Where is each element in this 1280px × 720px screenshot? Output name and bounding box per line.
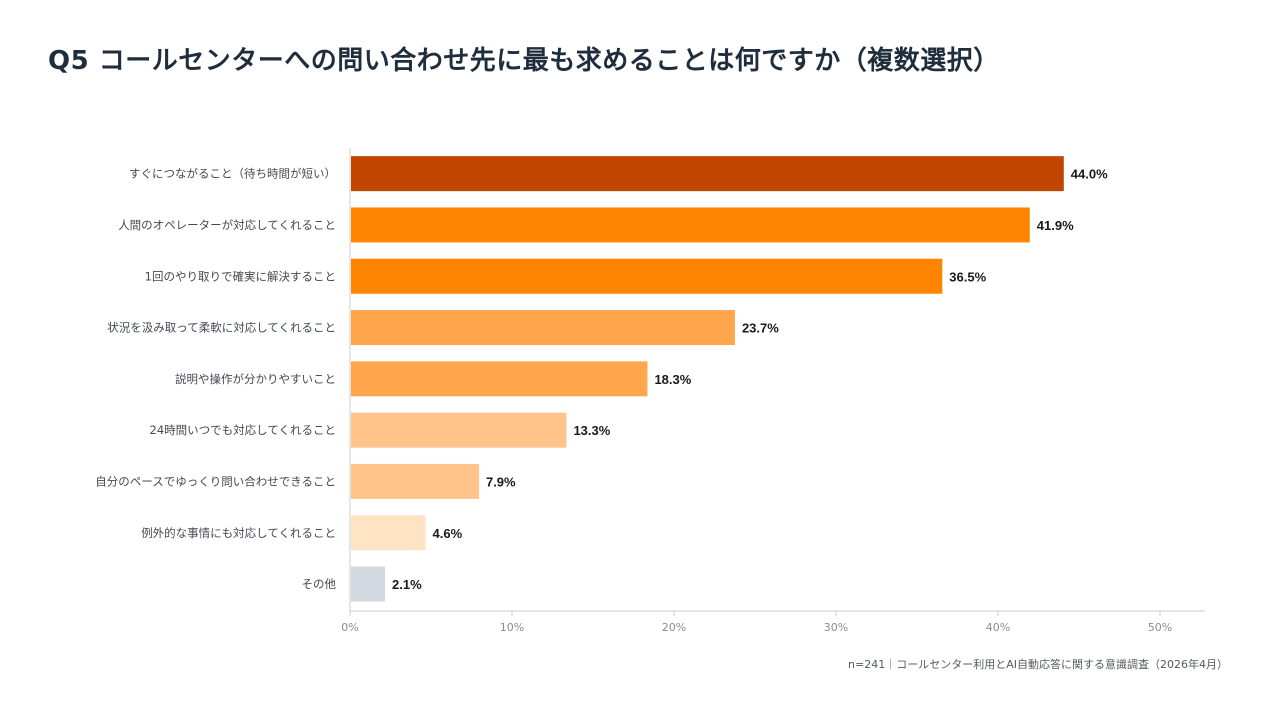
category-label: 例外的な事情にも対応してくれること: [141, 526, 336, 540]
survey-footnote: n=241｜コールセンター利用とAI自動応答に関する意識調査（2026年4月）: [848, 658, 1228, 671]
category-label: 自分のペースでゆっくり問い合わせできること: [95, 474, 336, 488]
x-tick-label: 0%: [341, 621, 358, 634]
value-label: 2.1%: [392, 577, 422, 592]
x-tick-label: 10%: [500, 621, 524, 634]
category-label: 人間のオペレーターが対応してくれること: [118, 218, 336, 232]
category-label: その他: [302, 577, 337, 591]
bar: [351, 412, 567, 448]
bar: [351, 207, 1030, 243]
category-label: 1回のやり取りで確実に解決すること: [145, 269, 336, 283]
category-label: 24時間いつでも対応してくれること: [150, 423, 336, 437]
bar: [351, 156, 1064, 192]
category-label: 説明や操作が分かりやすいこと: [175, 372, 336, 386]
bar: [351, 310, 735, 346]
value-label: 18.3%: [654, 372, 691, 387]
category-label: 状況を汲み取って柔軟に対応してくれること: [107, 321, 336, 335]
x-tick-label: 20%: [662, 621, 686, 634]
value-label: 23.7%: [742, 321, 779, 336]
bar: [351, 361, 648, 397]
value-label: 44.0%: [1071, 167, 1108, 182]
value-label: 36.5%: [949, 269, 986, 284]
x-tick-label: 40%: [986, 621, 1010, 634]
bar: [351, 463, 479, 499]
value-label: 4.6%: [433, 526, 463, 541]
x-tick-label: 50%: [1148, 621, 1172, 634]
x-tick-label: 30%: [824, 621, 848, 634]
value-label: 7.9%: [486, 474, 516, 489]
value-label: 41.9%: [1037, 218, 1074, 233]
bar: [351, 258, 943, 294]
bar: [351, 515, 426, 551]
chart-title: Q5 コールセンターへの問い合わせ先に最も求めることは何ですか（複数選択）: [48, 46, 1000, 76]
value-label: 13.3%: [573, 423, 610, 438]
category-label: すぐにつながること（待ち時間が短い）: [129, 167, 336, 181]
bar: [351, 566, 386, 602]
